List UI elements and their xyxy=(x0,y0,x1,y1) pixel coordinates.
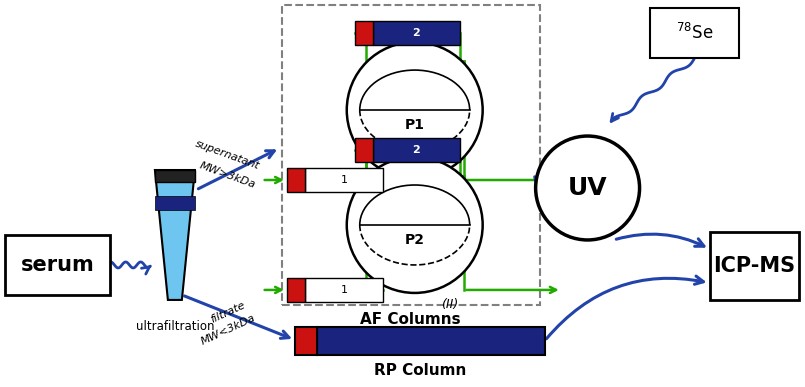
Bar xyxy=(155,196,195,210)
Bar xyxy=(373,21,460,45)
Bar xyxy=(373,138,460,162)
Bar xyxy=(355,21,373,45)
Text: supernatant: supernatant xyxy=(194,139,262,171)
Text: serum: serum xyxy=(21,255,94,275)
Polygon shape xyxy=(155,170,195,300)
Bar xyxy=(317,327,545,355)
FancyBboxPatch shape xyxy=(650,8,740,58)
Text: P2: P2 xyxy=(405,233,425,247)
Bar xyxy=(305,278,383,302)
Circle shape xyxy=(535,136,639,240)
Circle shape xyxy=(347,42,483,178)
Text: 1: 1 xyxy=(341,285,348,295)
Bar xyxy=(355,138,373,162)
Text: $^{78}$Se: $^{78}$Se xyxy=(676,23,713,43)
Bar xyxy=(305,168,383,192)
Text: 1: 1 xyxy=(341,175,348,185)
Text: MW<3kDa: MW<3kDa xyxy=(199,313,257,347)
Text: ICP-MS: ICP-MS xyxy=(713,256,795,276)
Bar xyxy=(287,278,305,302)
Text: 2: 2 xyxy=(412,28,420,38)
Text: ultrafiltration: ultrafiltration xyxy=(135,320,214,333)
Text: 2: 2 xyxy=(412,145,420,155)
Text: (II): (II) xyxy=(441,298,458,311)
Text: MW>3kDa: MW>3kDa xyxy=(198,160,258,190)
FancyBboxPatch shape xyxy=(709,232,799,300)
Text: UV: UV xyxy=(568,176,608,200)
Text: P1: P1 xyxy=(405,118,425,132)
Bar xyxy=(295,327,317,355)
Bar xyxy=(155,170,195,182)
Circle shape xyxy=(347,157,483,293)
Text: RP Column: RP Column xyxy=(374,363,466,378)
FancyBboxPatch shape xyxy=(5,235,110,295)
Text: (I): (I) xyxy=(443,183,456,196)
Text: filtrate: filtrate xyxy=(208,300,247,324)
Bar xyxy=(287,168,305,192)
Text: AF Columns: AF Columns xyxy=(361,312,461,327)
